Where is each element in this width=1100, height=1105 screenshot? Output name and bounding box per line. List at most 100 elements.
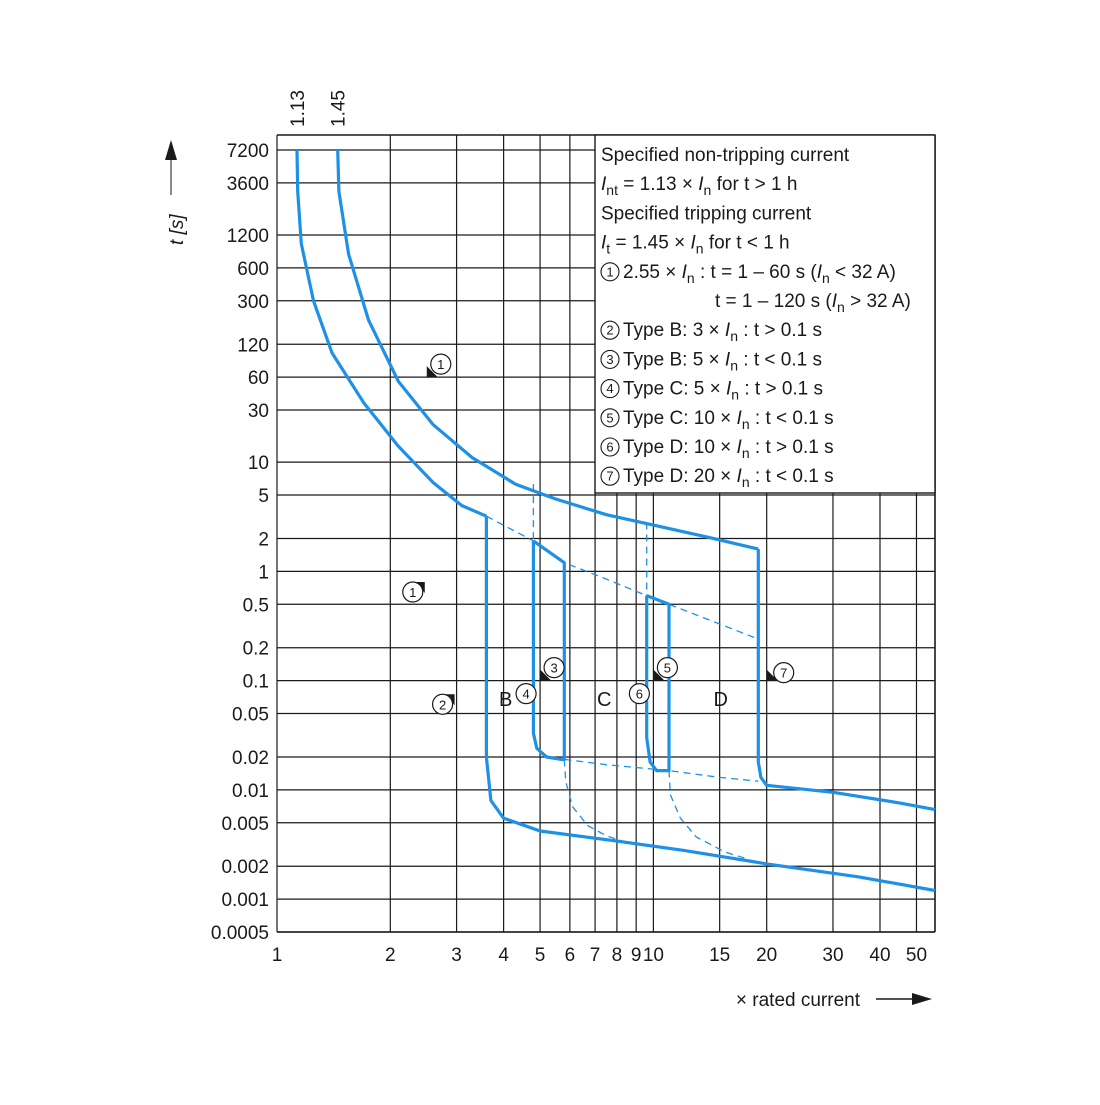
legend-line: Type B: 5 × In : t < 0.1 s	[623, 349, 822, 373]
legend-text-span: Specified non-tripping current	[601, 145, 850, 166]
legend-text-span: I	[737, 466, 743, 487]
dashed-curve-10	[563, 759, 628, 844]
x-tick-label: 3	[451, 945, 462, 966]
legend-text-span: 2.55 ×	[623, 262, 682, 283]
curves	[295, 149, 936, 893]
legend-text-span: : t = 1 – 60 s (	[695, 262, 818, 283]
legend-text-span: Type C: 5 ×	[623, 379, 726, 400]
region-label: D	[714, 689, 728, 711]
marker-label: 1	[409, 585, 416, 600]
legend-circled-text: 7	[606, 469, 613, 484]
marker-circle	[656, 657, 678, 679]
y-tick-label: 0.01	[232, 781, 269, 802]
legend-line: 2.55 × In : t = 1 – 60 s (In < 32 A)	[623, 262, 896, 286]
marker-label: 4	[522, 687, 529, 702]
trip-curve-2	[484, 516, 936, 893]
legend-text-span: = 1.45 ×	[610, 233, 690, 254]
x-axis-label: × rated current	[736, 990, 861, 1011]
dashed-curve-7	[564, 758, 759, 782]
y-tick-label: 0.005	[221, 814, 269, 835]
y-tick-label: 0.1	[243, 672, 269, 693]
x-tick-label: 4	[498, 945, 509, 966]
x-tick-label: 6	[565, 945, 576, 966]
legend-text-span: n	[742, 474, 750, 490]
legend-text-span: I	[601, 233, 607, 254]
region-label: C	[597, 689, 611, 711]
top-label: 1.13	[288, 90, 309, 127]
legend-line: Type B: 3 × In : t > 0.1 s	[623, 320, 822, 344]
marker-circle	[543, 657, 565, 679]
y-tick-label: 0.05	[232, 705, 269, 726]
legend-text-span: n	[730, 357, 738, 373]
marker-pointer	[653, 669, 665, 681]
dashed-curve-6	[486, 515, 759, 640]
legend-text-span: : t < 0.1 s	[750, 408, 834, 429]
marker-label: 6	[636, 687, 643, 702]
legend-text-span: n	[730, 328, 738, 344]
y-tick-label: 3600	[227, 174, 269, 195]
legend-circled-number	[600, 437, 620, 457]
x-tick-label: 40	[869, 945, 890, 966]
legend-text-span: I	[725, 349, 731, 370]
y-tick-label: 0.2	[243, 639, 269, 660]
legend-text-span: Type D: 20 ×	[623, 466, 737, 487]
y-tick-label: 5	[258, 486, 269, 507]
legend-text-span: I	[737, 408, 743, 429]
y-tick-label: 7200	[227, 141, 269, 162]
y-tick-label: 1	[258, 562, 269, 583]
legend-text-span: I	[601, 174, 607, 195]
legend-text-span: I	[725, 320, 731, 341]
marker-label: 7	[780, 666, 787, 681]
legend-text-span: n	[742, 445, 750, 461]
markers: B C D 1 1 2 3 4 5 6 7	[402, 353, 795, 715]
legend-text-span: for t < 1 h	[704, 233, 790, 254]
trip-curve-0	[295, 149, 488, 518]
legend-text-span: n	[704, 182, 712, 198]
y-tick-label: 120	[237, 335, 269, 356]
trip-curve-3	[756, 549, 936, 812]
trip-curve-1	[336, 149, 759, 551]
legend-text-span: I	[682, 262, 688, 283]
marker-pointer	[426, 366, 438, 378]
annotation-legend: Specified non-tripping current Int = 1.13…	[594, 134, 936, 494]
x-tick-label: 8	[612, 945, 623, 966]
legend-text-span: t = 1 – 120 s (	[715, 291, 832, 312]
legend-line: t = 1 – 120 s (In > 32 A)	[715, 291, 911, 315]
legend-line: Int = 1.13 × In for t > 1 h	[601, 174, 797, 198]
legend-circled-number	[600, 379, 620, 399]
legend-circled-text: 1	[606, 264, 613, 279]
x-tick-label: 5	[535, 945, 546, 966]
x-tick-label: 7	[590, 945, 601, 966]
y-tick-label: 2	[258, 530, 269, 551]
legend-circled-number	[600, 320, 620, 340]
marker-label: 1	[437, 357, 444, 372]
y-tick-label: 300	[237, 292, 269, 313]
marker-circle	[515, 683, 537, 705]
legend-text-span: Type D: 10 ×	[623, 437, 737, 458]
x-tick-label: 20	[756, 945, 777, 966]
legend-circled-number	[600, 466, 620, 486]
y-tick-label: 10	[248, 453, 269, 474]
y-tick-label: 0.002	[221, 857, 269, 878]
x-tick-label: 15	[709, 945, 730, 966]
legend-text-span: : t > 0.1 s	[738, 320, 822, 341]
marker-circle	[402, 581, 424, 603]
y-tick-label: 0.02	[232, 748, 269, 769]
legend-text-span: Type B: 3 ×	[623, 320, 725, 341]
legend-text-span: n	[822, 270, 830, 286]
legend-text-span: I	[690, 233, 696, 254]
x-axis-arrow-head	[912, 993, 932, 1005]
trip-curve-5	[645, 594, 671, 773]
marker-label: 5	[664, 661, 671, 676]
x-tick-label: 30	[822, 945, 843, 966]
legend-text-span: I	[737, 437, 743, 458]
dashed-curve-11	[668, 770, 750, 861]
x-tick-label: 9	[631, 945, 642, 966]
region-label: B	[499, 689, 512, 711]
legend-text-span: n	[696, 241, 704, 257]
x-tick-label: 50	[906, 945, 927, 966]
legend-text-span: I	[726, 379, 732, 400]
legend-circled-number	[600, 262, 620, 282]
x-tick-label: 10	[643, 945, 664, 966]
